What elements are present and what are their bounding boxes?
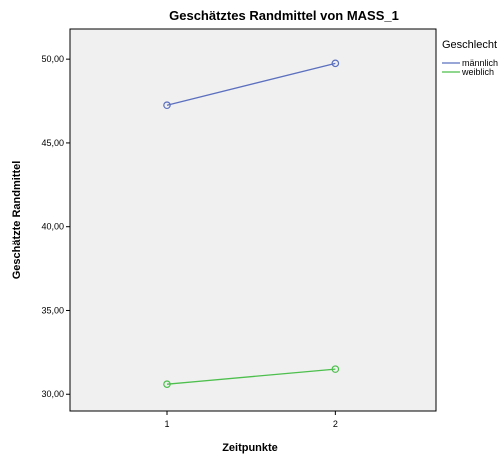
x-axis-title: Zeitpunkte	[222, 442, 278, 454]
data-point-s2-p2	[331, 365, 340, 373]
chart-title: Geschätztes Randmittel von MASS_1	[169, 8, 399, 23]
y-tick-label: 35,00	[41, 305, 64, 315]
series-layer	[163, 59, 340, 388]
data-point-s1-p2	[331, 59, 340, 68]
legend-label: männlich	[462, 58, 498, 68]
y-axis-title: Geschätzte Randmittel	[11, 161, 23, 280]
data-point-s1-p1	[163, 101, 171, 110]
y-tick-label: 40,00	[41, 222, 64, 232]
plot-area	[69, 28, 437, 412]
y-tick-label: 45,00	[41, 138, 64, 148]
y-tick-label: 30,00	[41, 389, 64, 399]
data-point-s2-p1	[163, 380, 171, 388]
legend-title: Geschlecht	[442, 39, 497, 51]
legend-label: weiblich	[461, 67, 494, 77]
x-tick-label: 2	[333, 419, 338, 429]
series-line-2	[166, 368, 336, 385]
y-tick-label: 50,00	[41, 54, 64, 64]
x-tick-label: 1	[164, 419, 169, 429]
series-line-1	[166, 62, 336, 106]
y-axis: 30,00 35,00 40,00 45,00 50,00	[41, 54, 70, 399]
